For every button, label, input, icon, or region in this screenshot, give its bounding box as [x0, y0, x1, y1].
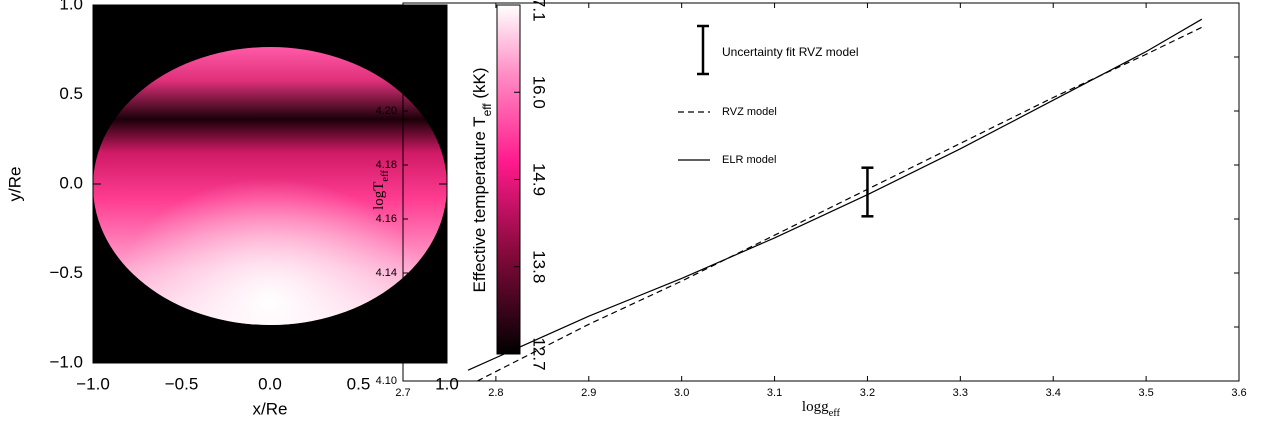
y-tick-label: 4.18 — [376, 159, 397, 171]
colorbar-tick-label: 17.1 — [530, 0, 549, 22]
colorbar-tick-label: 13.8 — [530, 250, 549, 283]
y-tick-label: 0.5 — [59, 84, 83, 103]
legend-label: Uncertainty fit RVZ model — [722, 45, 859, 59]
x-tick-label: −1.0 — [76, 374, 110, 393]
x-axis-label: loggeff — [802, 399, 841, 418]
y-tick-label: 0.0 — [59, 173, 83, 192]
x-tick-label: 3.4 — [1046, 387, 1061, 399]
x-tick-label: 3.6 — [1231, 387, 1246, 399]
y-tick-label: 4.14 — [376, 267, 397, 279]
y-tick-label: 4.12 — [376, 321, 397, 333]
line-series — [477, 26, 1203, 382]
legend-label: RVZ model — [722, 106, 777, 118]
colorbar-label: Effective temperature Teff (kK) — [470, 68, 494, 293]
label-part: log — [802, 399, 822, 415]
x-tick-label: 0.5 — [347, 374, 371, 393]
y-tick-label: −1.0 — [49, 352, 83, 371]
colorbar-tick-label: 14.9 — [530, 163, 549, 196]
label-part: log — [371, 190, 387, 210]
x-tick-label: −0.5 — [165, 374, 199, 393]
frame — [402, 2, 1240, 382]
label-part: Effective temperature T — [470, 116, 489, 292]
x-tick-label: 3.2 — [860, 387, 875, 399]
x-tick-label: 3.3 — [953, 387, 968, 399]
y-tick-label: 4.10 — [376, 375, 397, 387]
y-tick-label: 4.20 — [376, 105, 397, 117]
y-tick-label: 4.22 — [376, 51, 397, 63]
x-tick-label: 2.9 — [581, 387, 596, 399]
y-axis-label: y/Re — [5, 167, 24, 202]
star-highlight — [93, 47, 447, 325]
label-part: g — [821, 399, 829, 415]
subscript: eff — [480, 103, 494, 117]
x-axis-label: x/Re — [253, 399, 288, 418]
x-tick-label: 0.0 — [258, 374, 282, 393]
x-tick-label: 3.1 — [767, 387, 782, 399]
label-part: (kK) — [470, 68, 489, 104]
line-series — [467, 18, 1203, 371]
x-tick-label: 2.7 — [395, 387, 410, 399]
colorbar-tick-label: 12.7 — [530, 337, 549, 370]
colorbar-tick-label: 16.0 — [530, 76, 549, 109]
y-axis-label: logTeff — [371, 170, 390, 210]
subscript: eff — [380, 170, 391, 182]
x-tick-label: 3.0 — [674, 387, 689, 399]
x-tick-label: 2.8 — [488, 387, 503, 399]
subscript: eff — [829, 408, 841, 419]
y-tick-label: 1.0 — [59, 0, 83, 13]
y-tick-label: 4.16 — [376, 213, 397, 225]
legend-label: ELR model — [722, 154, 776, 166]
y-tick-label: −0.5 — [49, 263, 83, 282]
x-tick-label: 1.0 — [435, 374, 459, 393]
label-part: T — [371, 182, 387, 191]
x-tick-label: 3.5 — [1138, 387, 1153, 399]
